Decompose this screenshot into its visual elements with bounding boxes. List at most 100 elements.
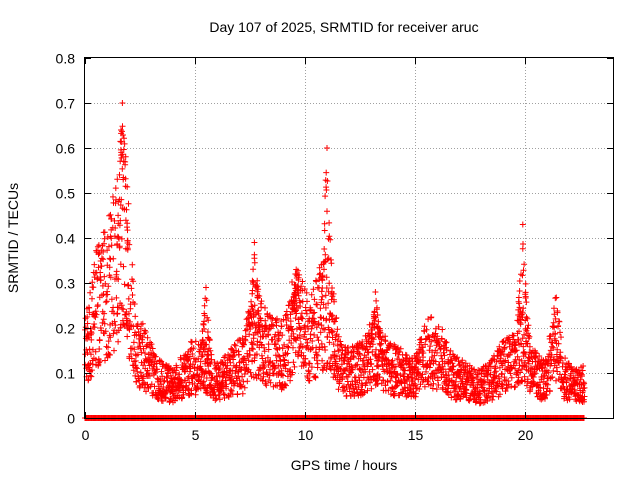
- data-point: [552, 337, 559, 344]
- data-point: [397, 372, 404, 379]
- data-point: [339, 347, 346, 354]
- data-point: [516, 288, 523, 294]
- data-point: [261, 363, 268, 370]
- data-point: [207, 347, 214, 354]
- data-point: [97, 358, 104, 365]
- data-point: [102, 299, 109, 306]
- data-point: [571, 386, 578, 393]
- data-point: [440, 349, 447, 356]
- data-point: [463, 386, 470, 393]
- data-point: [459, 375, 466, 382]
- data-point: [299, 343, 306, 350]
- data-point: [287, 318, 294, 325]
- data-point: [517, 369, 524, 376]
- data-point: [108, 235, 115, 242]
- data-point: [271, 365, 278, 372]
- data-point: [498, 352, 505, 359]
- data-point: [548, 360, 555, 367]
- data-point: [92, 348, 99, 355]
- data-point: [504, 384, 511, 391]
- data-point: [121, 281, 128, 288]
- data-point: [120, 158, 127, 165]
- data-point: [551, 305, 557, 312]
- data-point: [240, 341, 247, 348]
- data-point: [552, 330, 559, 337]
- data-point: [272, 364, 279, 371]
- data-point: [513, 347, 520, 354]
- data-point: [311, 309, 318, 316]
- data-point: [484, 370, 491, 377]
- data-point: [268, 314, 275, 321]
- data-point: [112, 225, 119, 231]
- data-point: [310, 286, 317, 293]
- data-point: [93, 311, 100, 318]
- data-point: [277, 358, 284, 365]
- data-point: [234, 380, 241, 387]
- data-point: [302, 322, 308, 329]
- data-point: [211, 359, 218, 366]
- data-point: [88, 330, 95, 337]
- data-point: [409, 358, 416, 365]
- data-point: [263, 322, 269, 329]
- data-point: [247, 312, 254, 319]
- data-point: [111, 347, 117, 354]
- data-point: [449, 360, 456, 367]
- data-point: [208, 351, 215, 358]
- data-point: [145, 370, 152, 377]
- data-point: [499, 381, 506, 388]
- data-point: [130, 339, 137, 346]
- data-point: [520, 343, 527, 350]
- data-point: [465, 397, 472, 403]
- data-point: [307, 331, 314, 338]
- data-point: [554, 309, 561, 316]
- data-point: [253, 351, 260, 358]
- data-point: [253, 282, 260, 289]
- data-point: [326, 219, 333, 226]
- data-point: [455, 358, 462, 365]
- data-point: [122, 183, 129, 190]
- data-point: [103, 298, 110, 305]
- data-point: [265, 331, 272, 338]
- data-point: [124, 227, 131, 234]
- data-point: [217, 365, 223, 372]
- data-point: [367, 374, 374, 381]
- data-point: [198, 374, 205, 381]
- data-point: [516, 278, 523, 284]
- data-point: [323, 187, 330, 193]
- data-point: [527, 364, 534, 371]
- chart-title: Day 107 of 2025, SRMTID for receiver aru…: [209, 19, 478, 35]
- data-point: [524, 340, 531, 347]
- y-tick-label: 0.4: [56, 231, 76, 247]
- data-point: [201, 302, 208, 309]
- data-point: [132, 357, 139, 364]
- data-point: [122, 153, 129, 160]
- data-point: [254, 277, 261, 284]
- data-point: [313, 357, 320, 364]
- data-point: [548, 351, 555, 358]
- data-point: [216, 396, 223, 403]
- data-point: [322, 193, 329, 200]
- data-point: [552, 295, 559, 302]
- data-point: [115, 198, 122, 205]
- data-point: [285, 359, 292, 366]
- data-point: [101, 310, 108, 317]
- data-point: [323, 274, 330, 281]
- data-point: [324, 208, 330, 215]
- data-point: [234, 391, 241, 398]
- data-point: [95, 242, 102, 249]
- data-point: [368, 327, 375, 333]
- data-point: [291, 363, 298, 370]
- data-point: [117, 138, 124, 145]
- data-point: [105, 344, 111, 351]
- data-point: [523, 314, 530, 321]
- data-point: [498, 380, 505, 387]
- data-point: [153, 360, 160, 367]
- data-point: [258, 298, 265, 305]
- data-point: [256, 321, 263, 328]
- data-point: [108, 215, 115, 222]
- data-point: [368, 360, 375, 367]
- data-point: [336, 346, 343, 353]
- data-point: [476, 394, 483, 401]
- data-point: [102, 357, 108, 364]
- data-point: [167, 395, 174, 402]
